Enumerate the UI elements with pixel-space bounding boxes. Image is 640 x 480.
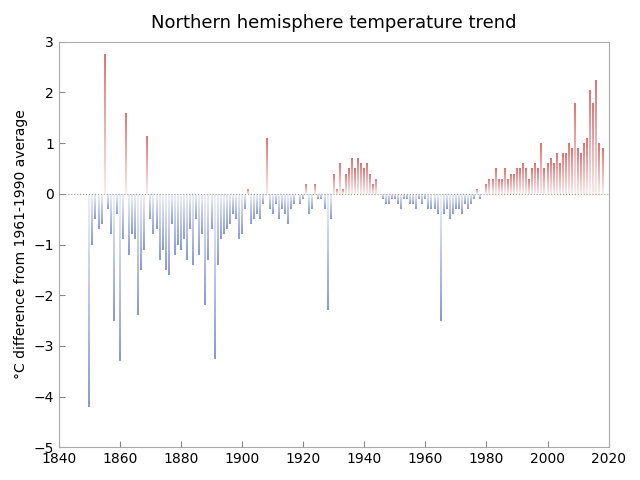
Title: Northern hemisphere temperature trend: Northern hemisphere temperature trend [151, 14, 516, 32]
Y-axis label: °C difference from 1961-1990 average: °C difference from 1961-1990 average [14, 109, 28, 379]
